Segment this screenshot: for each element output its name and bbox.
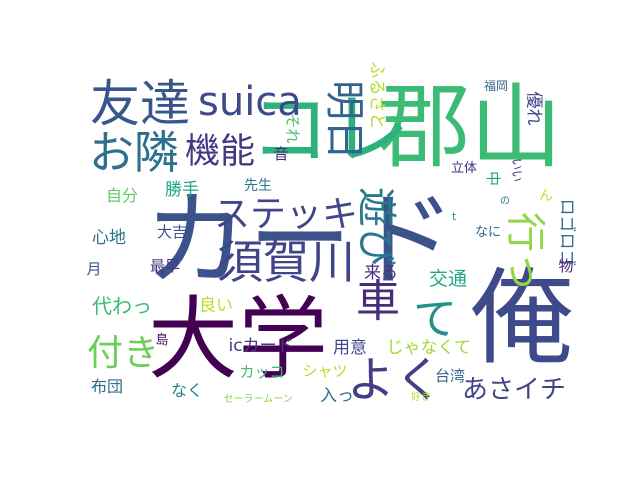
word-18: あさイチ xyxy=(462,375,567,405)
word-29: 来る xyxy=(364,262,398,283)
word-11: 遊び xyxy=(353,187,399,267)
word-49: いい xyxy=(510,157,525,183)
word-12: 須賀川 xyxy=(217,235,355,289)
word-24: 先生 xyxy=(244,178,272,194)
word-13: 行っ xyxy=(502,212,548,292)
word-36: じゃなくて xyxy=(386,337,472,358)
word-44: 好き xyxy=(411,392,431,403)
word-32: 交通 xyxy=(429,267,468,290)
word-9: 明日 xyxy=(321,80,367,160)
word-1: 大学 xyxy=(148,287,328,392)
word-23: 勝手 xyxy=(165,179,199,200)
word-46: 優れ xyxy=(523,91,544,125)
word-39: カッコ xyxy=(239,362,285,381)
word-48: 中 xyxy=(483,170,502,186)
word-6: suica xyxy=(198,79,302,125)
word-53: t xyxy=(452,209,457,223)
word-26: 大吉 xyxy=(157,222,188,241)
word-43: セーラームーン xyxy=(223,394,293,405)
word-10: ステッキ xyxy=(214,194,359,235)
word-7: お隣 xyxy=(89,125,180,179)
word-25: 心地 xyxy=(92,227,126,248)
word-0: カード xyxy=(144,179,457,301)
word-45: 福岡 xyxy=(484,79,509,93)
word-30: 代わっ xyxy=(92,294,152,318)
word-8: 機能 xyxy=(185,131,256,172)
word-33: 島 xyxy=(155,332,169,348)
word-27: 月 xyxy=(86,259,102,278)
word-5: 友達 xyxy=(90,75,190,133)
word-40: シャツ xyxy=(302,361,348,380)
word-19: ふるさと xyxy=(366,61,387,129)
word-15: て xyxy=(413,294,457,345)
word-16: よく xyxy=(347,352,444,408)
word-22: 自分 xyxy=(106,186,139,205)
word-34: icカード xyxy=(228,335,294,356)
word-4: コレ xyxy=(250,83,410,176)
word-50: ロゴロゴ xyxy=(556,198,577,266)
word-17: 付き xyxy=(87,333,160,374)
word-55: 物 xyxy=(558,256,574,275)
word-2: 俺 xyxy=(470,257,575,379)
word-41: 入っ xyxy=(320,385,354,406)
word-3: 郡山 xyxy=(378,74,563,181)
word-21: 音 xyxy=(273,144,289,163)
word-37: 布団 xyxy=(91,377,124,396)
word-38: なく xyxy=(171,381,204,400)
word-54: なに xyxy=(475,224,502,240)
word-28: 最早 xyxy=(150,256,181,275)
word-47: 立体 xyxy=(451,160,478,176)
word-20: それ xyxy=(283,112,302,144)
word-35: 用意 xyxy=(333,337,367,358)
word-14: 車 xyxy=(356,276,400,327)
word-52: ん xyxy=(539,188,553,204)
word-31: 良い xyxy=(199,295,233,316)
word-42: 台湾 xyxy=(435,366,466,385)
word-51: の xyxy=(500,196,510,207)
